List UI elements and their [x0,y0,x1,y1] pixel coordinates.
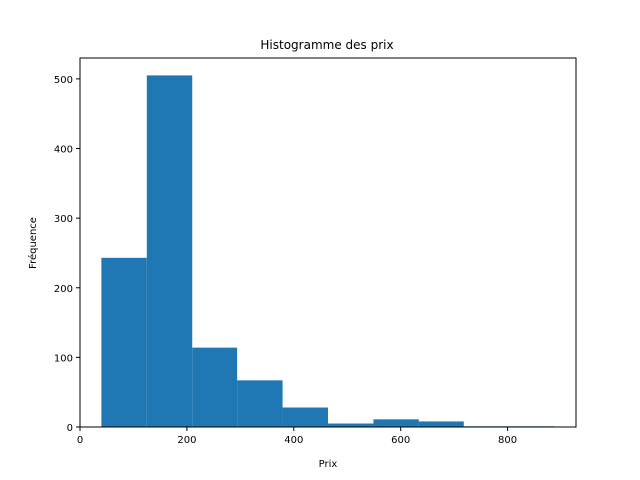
plot-frame [79,57,577,428]
histogram-bar-2 [192,347,238,427]
y-tick-label-5: 500 [54,75,73,86]
chart-title: Histogramme des prix [260,38,393,52]
x-tick-label-2: 400 [284,435,303,446]
y-tick-label-2: 200 [54,284,73,295]
histogram-bar-3 [237,380,283,427]
histogram-bar-1 [146,75,193,427]
x-tick-label-3: 600 [391,435,410,446]
x-tick-label-0: 0 [77,435,83,446]
y-tick-label-3: 300 [54,214,73,225]
y-tick-label-4: 400 [54,145,73,156]
histogram-bar-7 [418,421,464,427]
x-tick-label-4: 800 [498,435,517,446]
histogram-bar-6 [373,419,419,427]
y-axis-ticks: 0 100 200 300 400 500 [54,75,80,434]
x-tick-label-1: 200 [177,435,196,446]
x-axis-label: Prix [319,459,338,470]
y-axis-label: Fréquence [27,217,39,269]
bars-group [101,75,555,427]
y-tick-label-1: 100 [54,353,73,364]
histogram-bar-4 [282,407,328,427]
histogram-bar-0 [101,257,147,427]
x-axis-ticks: 0 200 400 600 800 [77,427,517,446]
y-tick-label-0: 0 [67,423,73,434]
histogram-bar-5 [328,423,374,427]
